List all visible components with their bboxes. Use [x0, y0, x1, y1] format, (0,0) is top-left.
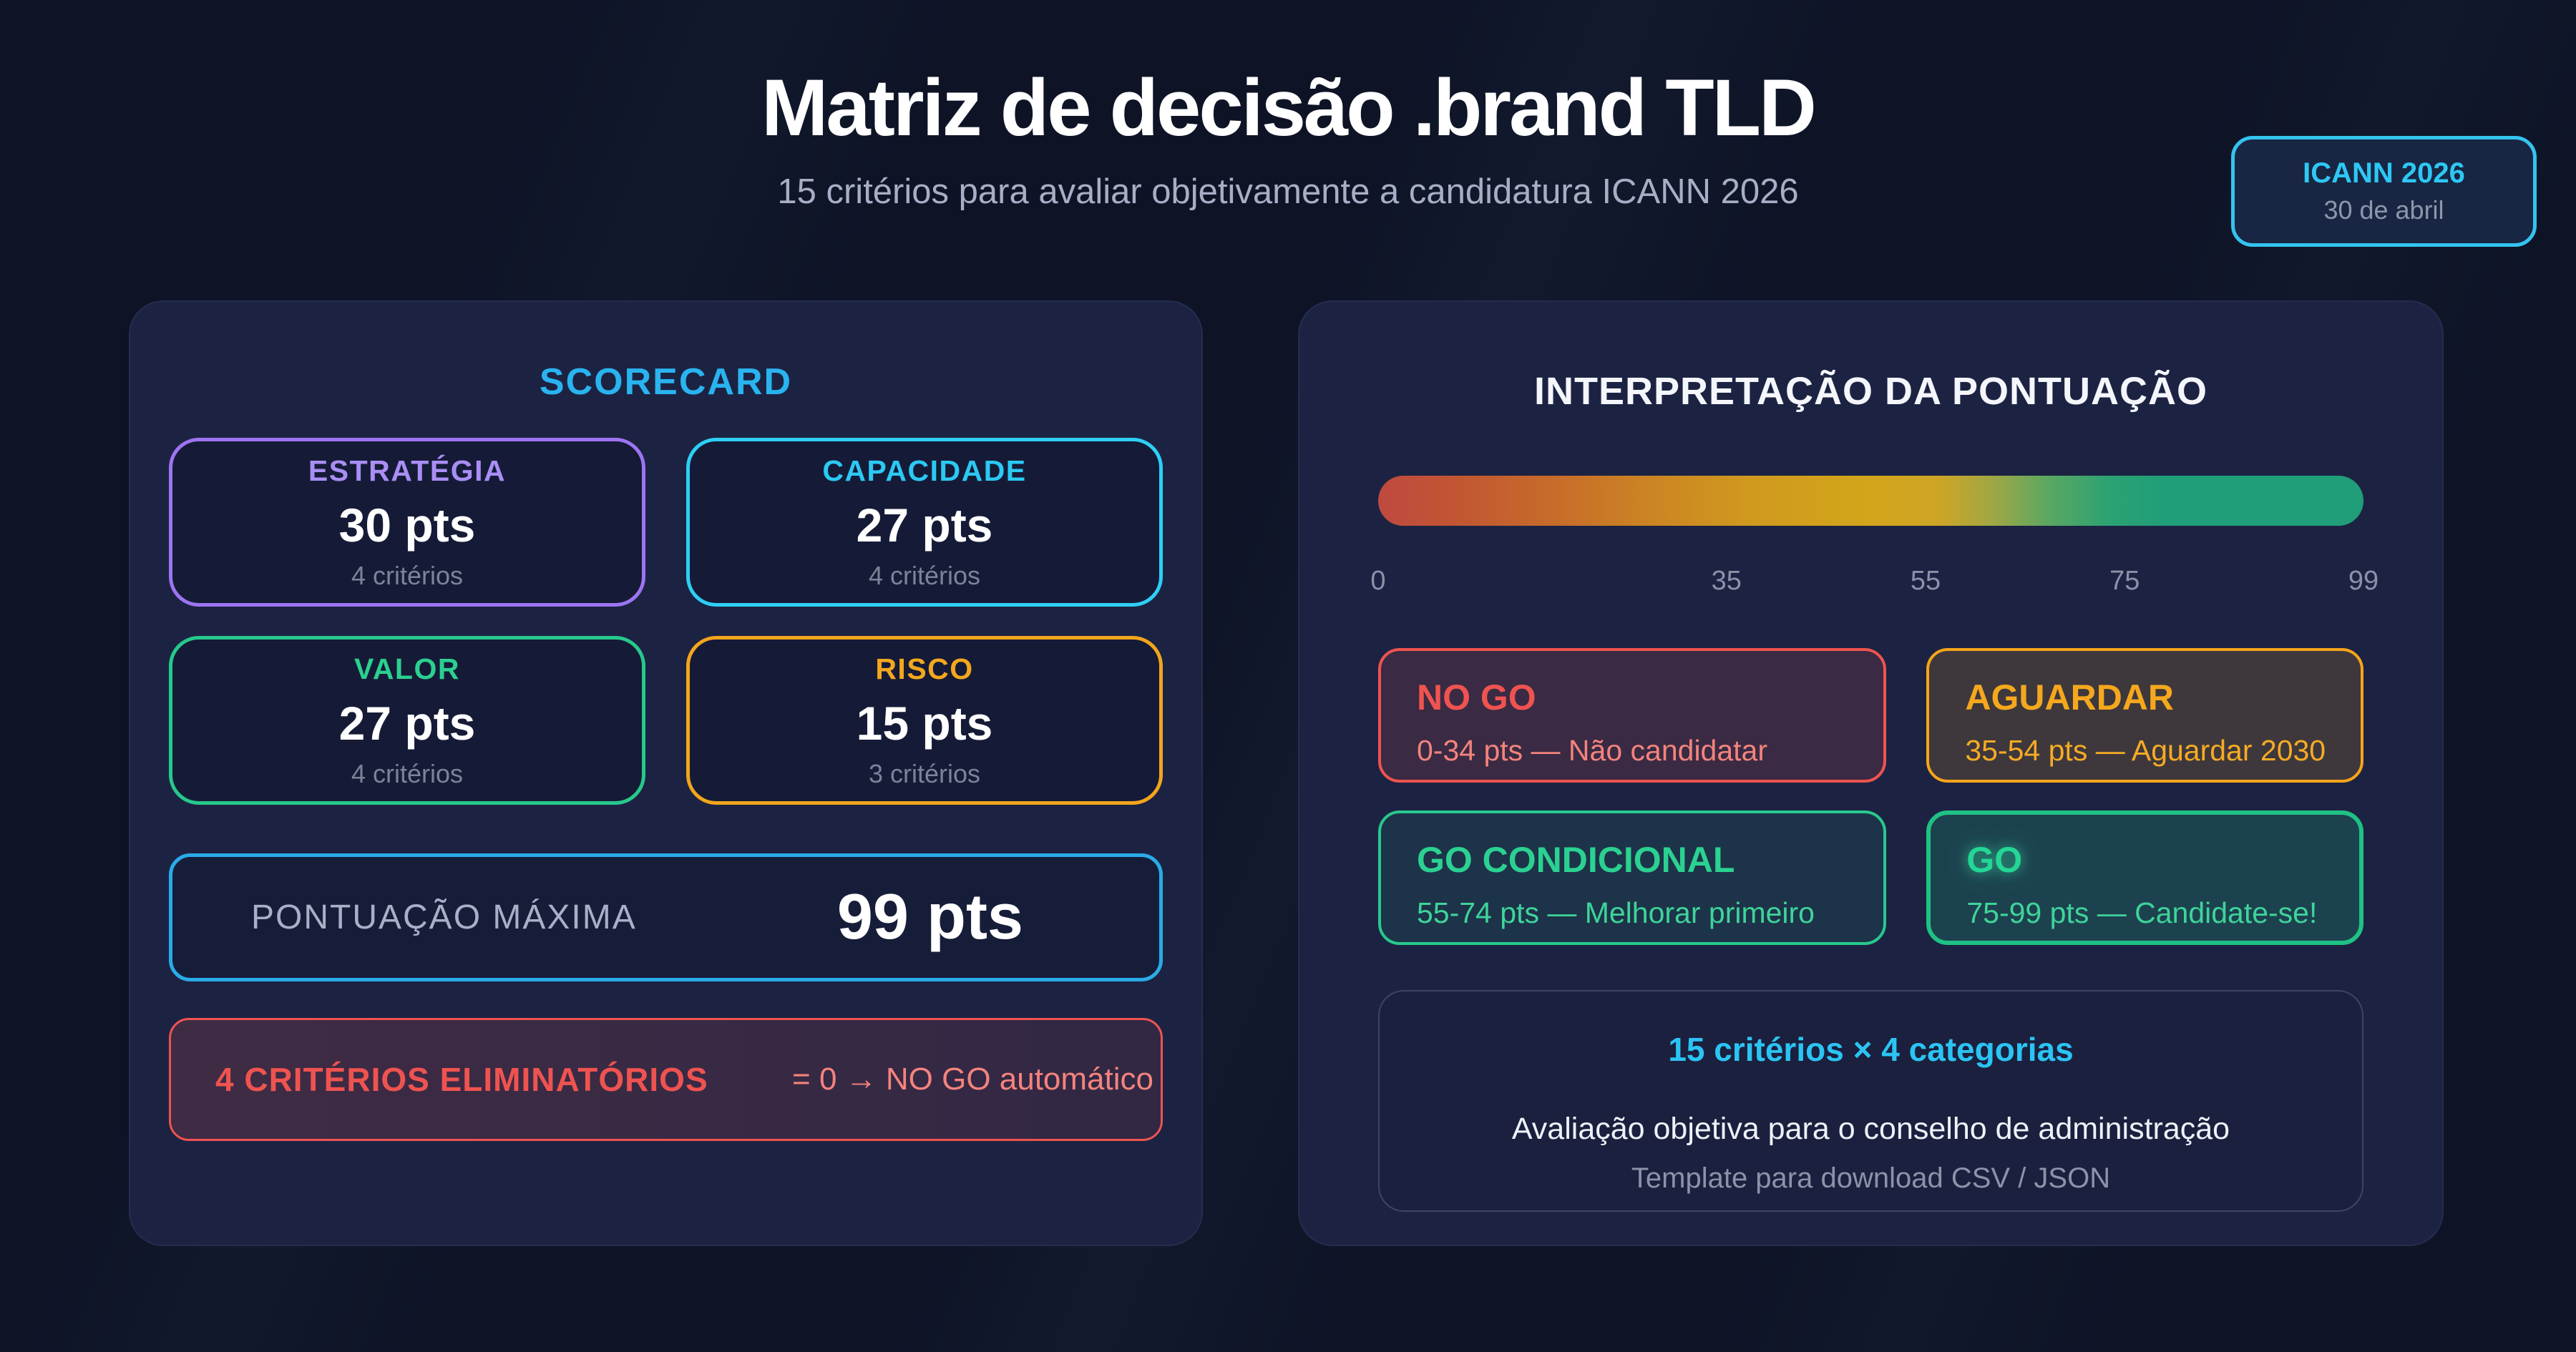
scale-tick: 35: [1711, 566, 1742, 596]
category-points: 30 pts: [338, 498, 476, 552]
summary-card: 15 critérios × 4 categorias Avaliação ob…: [1378, 990, 2363, 1212]
scale-tick: 75: [2109, 566, 2140, 596]
verdict-range: 0-34 pts — Não candidatar: [1417, 734, 1767, 767]
category-card-estrategia: ESTRATÉGIA 30 pts 4 critérios: [169, 438, 645, 607]
page-subtitle: 15 critérios para avaliar objetivamente …: [777, 172, 1799, 212]
verdict-range: 55-74 pts — Melhorar primeiro: [1417, 896, 1815, 929]
category-label: VALOR: [354, 652, 460, 685]
header: Matriz de decisão .brand TLD 15 critério…: [0, 60, 2576, 212]
max-score-card: PONTUAÇÃO MÁXIMA 99 pts: [169, 853, 1163, 981]
verdict-card-aguardar: AGUARDAR 35-54 pts — Aguardar 2030: [1926, 648, 2363, 783]
badge-date: 30 de abril: [2323, 195, 2444, 225]
scorecard-panel: SCORECARD ESTRATÉGIA 30 pts 4 critérios …: [129, 300, 1203, 1246]
category-criteria-count: 4 critérios: [351, 758, 464, 788]
category-criteria-count: 4 critérios: [868, 560, 981, 590]
verdict-card-no-go: NO GO 0-34 pts — Não candidatar: [1378, 648, 1887, 783]
eliminatory-rule: = 0 → NO GO automático: [792, 1062, 1153, 1097]
category-label: CAPACIDADE: [822, 454, 1027, 487]
scale-tick: 99: [2348, 566, 2379, 596]
verdict-card-go: GO 75-99 pts — Candidate-se!: [1926, 810, 2363, 945]
summary-description: Avaliação objetiva para o conselho de ad…: [1511, 1112, 2230, 1146]
category-criteria-count: 3 critérios: [868, 758, 981, 788]
category-card-valor: VALOR 27 pts 4 critérios: [169, 636, 645, 805]
score-scale-ticks: 0 35 55 75 99: [1370, 566, 2379, 597]
verdict-range: 35-54 pts — Aguardar 2030: [1965, 734, 2326, 767]
max-score-label: PONTUAÇÃO MÁXIMA: [251, 898, 637, 936]
category-points: 15 pts: [856, 696, 993, 750]
summary-headline: 15 critérios × 4 categorias: [1668, 1031, 2074, 1068]
max-score-value: 99 pts: [836, 881, 1023, 953]
verdict-label: NO GO: [1417, 677, 1536, 717]
scorecard-title: SCORECARD: [539, 361, 793, 403]
eliminatory-label: 4 CRITÉRIOS ELIMINATÓRIOS: [215, 1061, 708, 1098]
verdict-label: AGUARDAR: [1965, 677, 2175, 717]
verdict-label: GO: [1966, 840, 2023, 880]
category-criteria-count: 4 critérios: [351, 560, 464, 590]
category-card-risco: RISCO 15 pts 3 critérios: [686, 636, 1163, 805]
category-points: 27 pts: [338, 696, 476, 750]
page-title: Matriz de decisão .brand TLD: [761, 63, 1817, 152]
scale-tick: 0: [1370, 566, 1386, 596]
score-gradient-bar: [1378, 476, 2363, 526]
interpretation-title: INTERPRETAÇÃO DA PONTUAÇÃO: [1534, 370, 2207, 413]
scale-tick: 55: [1910, 566, 1941, 596]
category-label: RISCO: [875, 652, 974, 685]
interpretation-panel: INTERPRETAÇÃO DA PONTUAÇÃO 0 35 55 75 99…: [1298, 300, 2444, 1246]
verdict-range: 75-99 pts — Candidate-se!: [1966, 896, 2318, 929]
category-grid: ESTRATÉGIA 30 pts 4 critérios CAPACIDADE…: [169, 438, 1163, 805]
category-card-capacidade: CAPACIDADE 27 pts 4 critérios: [686, 438, 1163, 607]
eliminatory-criteria-banner: 4 CRITÉRIOS ELIMINATÓRIOS = 0 → NO GO au…: [169, 1018, 1163, 1141]
verdict-grid: NO GO 0-34 pts — Não candidatar AGUARDAR…: [1378, 648, 2363, 945]
category-points: 27 pts: [856, 498, 993, 552]
badge-title: ICANN 2026: [2303, 157, 2465, 189]
category-label: ESTRATÉGIA: [308, 454, 507, 487]
verdict-card-go-condicional: GO CONDICIONAL 55-74 pts — Melhorar prim…: [1378, 810, 1887, 945]
icann-2026-badge: ICANN 2026 30 de abril: [2231, 136, 2537, 247]
verdict-label: GO CONDICIONAL: [1417, 840, 1735, 880]
summary-download-note: Template para download CSV / JSON: [1631, 1162, 2111, 1194]
